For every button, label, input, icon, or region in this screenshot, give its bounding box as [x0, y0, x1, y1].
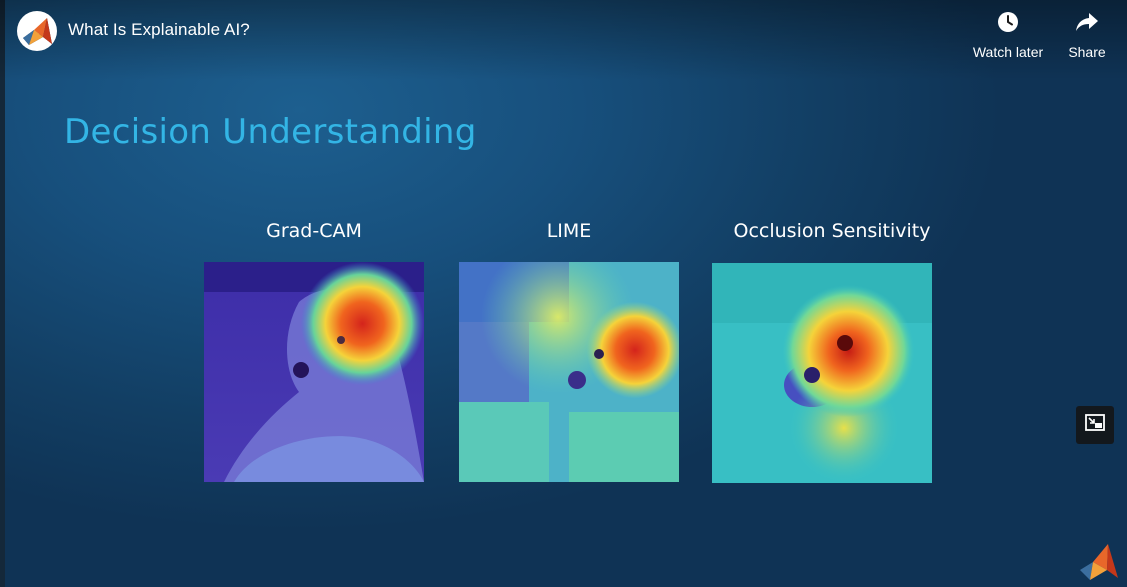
- share-label: Share: [1068, 44, 1106, 60]
- video-title[interactable]: What Is Explainable AI?: [68, 20, 250, 39]
- lime-heatmap-image: [459, 262, 679, 482]
- watch-later-label: Watch later: [972, 44, 1044, 60]
- clock-icon: [996, 10, 1020, 38]
- channel-logo-icon[interactable]: [17, 11, 57, 51]
- picture-in-picture-icon: [1084, 412, 1106, 438]
- panel-label-occlusion-sensitivity: Occlusion Sensitivity: [733, 220, 931, 242]
- share-button[interactable]: Share: [1062, 10, 1112, 60]
- panel-label-grad-cam: Grad-CAM: [266, 220, 362, 242]
- slide-heading: Decision Understanding: [64, 112, 477, 152]
- grad-cam-heatmap-image: [204, 262, 424, 482]
- watch-later-button[interactable]: Watch later: [968, 10, 1048, 60]
- player-top-bar: What Is Explainable AI? Watch later Shar…: [0, 0, 1127, 70]
- occlusion-sensitivity-heatmap-image: [712, 263, 932, 483]
- brand-watermark-logo-icon[interactable]: [1078, 540, 1120, 582]
- panel-label-lime: LIME: [546, 220, 592, 242]
- share-arrow-icon: [1074, 10, 1100, 38]
- player-edge: [0, 0, 5, 587]
- picture-in-picture-button[interactable]: [1076, 406, 1114, 444]
